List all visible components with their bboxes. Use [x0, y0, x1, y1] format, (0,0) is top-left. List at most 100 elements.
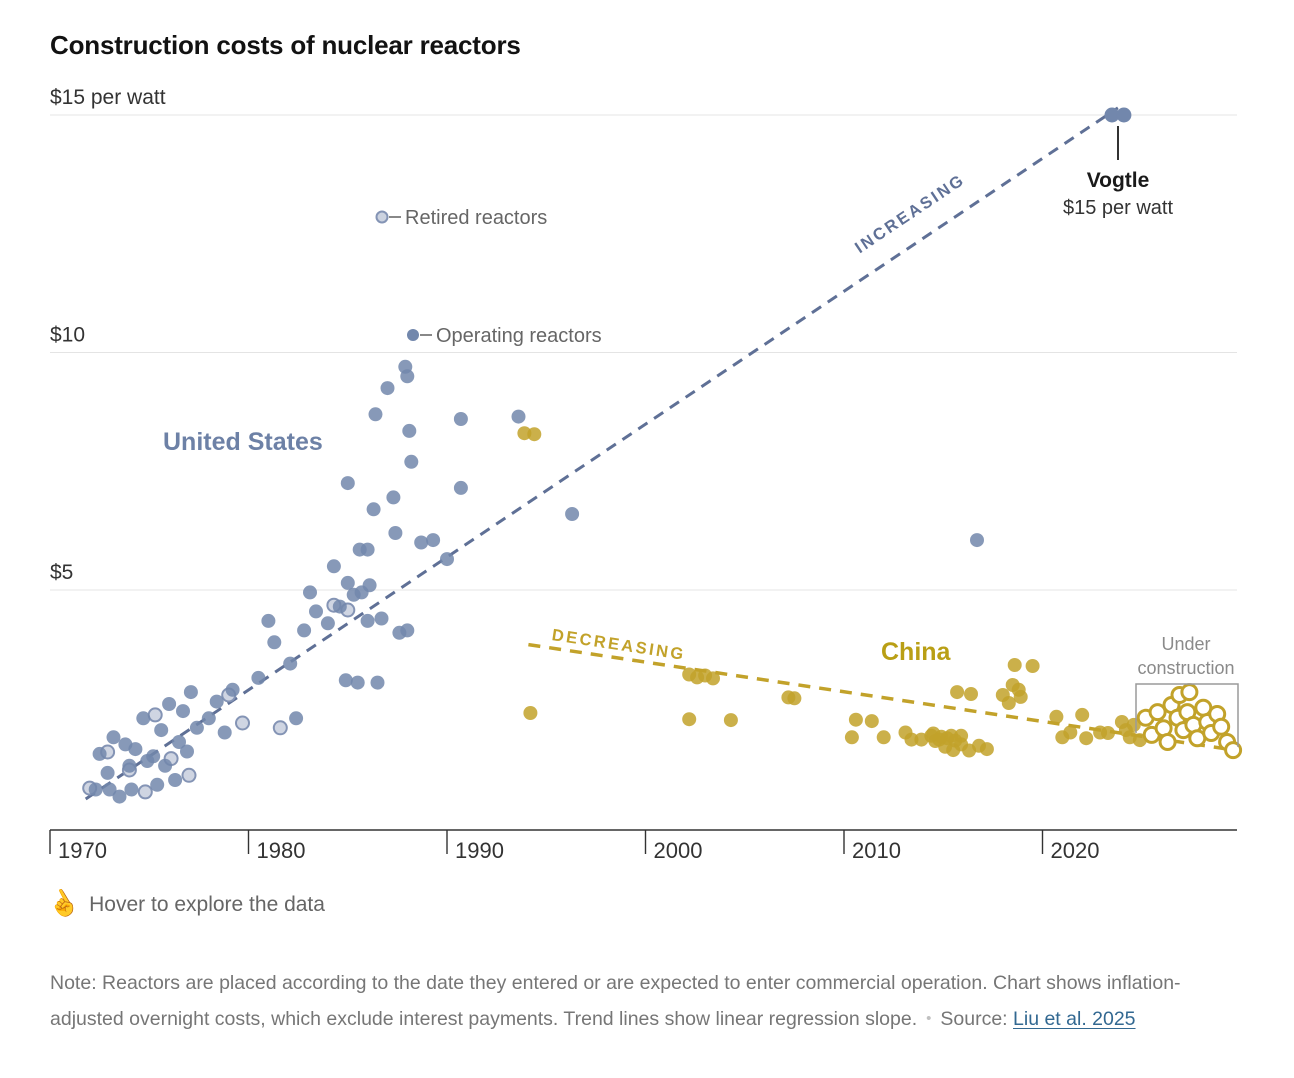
us-operating-dot[interactable] [970, 533, 984, 548]
us-operating-dot[interactable] [168, 773, 183, 787]
us-operating-dot[interactable] [158, 758, 173, 773]
china-operating-dot[interactable] [950, 685, 965, 700]
us-operating-dot[interactable] [440, 552, 454, 567]
china-operating-dot[interactable] [682, 712, 697, 727]
us-operating-dot[interactable] [303, 585, 317, 600]
china-operating-dot[interactable] [787, 691, 802, 706]
us-operating-dot[interactable] [414, 535, 429, 550]
vogtle-value: $15 per watt [1063, 197, 1174, 219]
us-operating-dot[interactable] [360, 542, 375, 557]
us-operating-dot[interactable] [340, 476, 355, 491]
us-operating-dot[interactable] [124, 782, 139, 797]
china-operating-dot[interactable] [1101, 726, 1115, 740]
vogtle-dot[interactable] [1116, 107, 1132, 123]
us-operating-dot[interactable] [332, 599, 347, 614]
us-operating-dot[interactable] [368, 407, 383, 422]
us-operating-dot[interactable] [162, 697, 177, 711]
us-operating-dot[interactable] [400, 369, 415, 384]
china-under-construction-dot[interactable] [1212, 717, 1231, 736]
us-operating-dot[interactable] [511, 409, 526, 424]
china-operating-dot[interactable] [723, 713, 738, 728]
us-operating-dot[interactable] [453, 412, 468, 426]
china-operating-dot[interactable] [1001, 696, 1016, 710]
us-operating-dot[interactable] [565, 507, 580, 521]
us-operating-dot[interactable] [100, 765, 115, 780]
us-retired-dot[interactable] [147, 707, 163, 723]
us-retired-dot[interactable] [272, 720, 288, 736]
us-operating-dot[interactable] [172, 735, 186, 749]
us-operating-dot[interactable] [386, 490, 401, 505]
china-operating-dot[interactable] [1049, 709, 1064, 724]
china-operating-dot[interactable] [1126, 717, 1141, 732]
china-under-construction-dot[interactable] [1148, 703, 1167, 722]
china-operating-dot[interactable] [527, 427, 542, 442]
us-operating-dot[interactable] [400, 623, 415, 638]
us-operating-dot[interactable] [122, 758, 137, 773]
china-operating-dot[interactable] [904, 732, 919, 747]
us-operating-dot[interactable] [309, 604, 323, 619]
us-operating-dot[interactable] [340, 575, 355, 590]
us-operating-dot[interactable] [320, 616, 335, 631]
us-retired-dot[interactable] [235, 715, 250, 731]
us-operating-dot[interactable] [154, 723, 169, 738]
us-retired-dot[interactable] [181, 767, 197, 783]
china-under-construction-dot[interactable] [1180, 683, 1199, 702]
us-operating-dot[interactable] [261, 613, 276, 628]
us-operating-dot[interactable] [136, 711, 151, 726]
us-operating-dot[interactable] [180, 744, 194, 759]
us-operating-dot[interactable] [404, 454, 419, 469]
us-operating-dot[interactable] [453, 480, 468, 495]
china-operating-dot[interactable] [864, 714, 879, 729]
us-operating-dot[interactable] [426, 533, 441, 548]
us-operating-dot[interactable] [283, 656, 298, 671]
china-operating-dot[interactable] [1013, 689, 1028, 704]
us-operating-dot[interactable] [267, 635, 282, 650]
us-operating-dot[interactable] [209, 694, 224, 709]
china-operating-dot[interactable] [1025, 659, 1040, 673]
us-operating-dot[interactable] [106, 730, 121, 745]
us-operating-dot[interactable] [146, 749, 161, 764]
us-operating-dot[interactable] [150, 777, 165, 792]
china-operating-dot[interactable] [848, 712, 863, 727]
us-operating-dot[interactable] [217, 725, 232, 740]
us-operating-dot[interactable] [251, 670, 266, 685]
us-operating-dot[interactable] [183, 685, 198, 700]
china-operating-dot[interactable] [964, 687, 978, 701]
china-operating-dot[interactable] [706, 671, 720, 686]
us-operating-dot[interactable] [326, 559, 341, 574]
china-under-construction-dot[interactable] [1158, 733, 1177, 751]
us-operating-dot[interactable] [189, 720, 204, 735]
us-operating-dot[interactable] [176, 704, 190, 719]
us-operating-dot[interactable] [225, 682, 240, 697]
us-operating-dot[interactable] [102, 782, 117, 797]
us-operating-dot[interactable] [201, 711, 216, 726]
us-operating-dot[interactable] [289, 711, 304, 726]
us-operating-dot[interactable] [366, 502, 381, 517]
china-operating-dot[interactable] [523, 706, 538, 720]
china-operating-dot[interactable] [1063, 725, 1078, 740]
china-operating-dot[interactable] [1079, 731, 1094, 746]
us-operating-dot[interactable] [362, 578, 377, 593]
china-under-construction-dot[interactable] [1224, 741, 1243, 760]
us-operating-dot[interactable] [88, 782, 103, 797]
china-operating-dot[interactable] [1075, 707, 1090, 722]
us-operating-dot[interactable] [360, 613, 375, 628]
us-operating-dot[interactable] [112, 789, 127, 804]
source-link[interactable]: Liu et al. 2025 [1013, 1007, 1136, 1030]
us-operating-dot[interactable] [402, 423, 417, 438]
us-retired-dot[interactable] [137, 784, 153, 800]
us-operating-dot[interactable] [370, 675, 385, 690]
vogtle-dot[interactable] [1104, 107, 1120, 123]
us-operating-dot[interactable] [92, 746, 107, 761]
us-operating-dot[interactable] [338, 673, 353, 688]
us-operating-dot[interactable] [374, 611, 389, 626]
china-operating-dot[interactable] [844, 730, 859, 745]
china-operating-dot[interactable] [979, 742, 994, 757]
china-operating-dot[interactable] [1007, 658, 1022, 672]
china-operating-dot[interactable] [876, 730, 891, 745]
us-operating-dot[interactable] [297, 623, 312, 638]
us-operating-dot[interactable] [350, 675, 365, 690]
us-operating-dot[interactable] [388, 526, 403, 540]
us-operating-dot[interactable] [128, 742, 143, 757]
us-operating-dot[interactable] [380, 381, 395, 396]
